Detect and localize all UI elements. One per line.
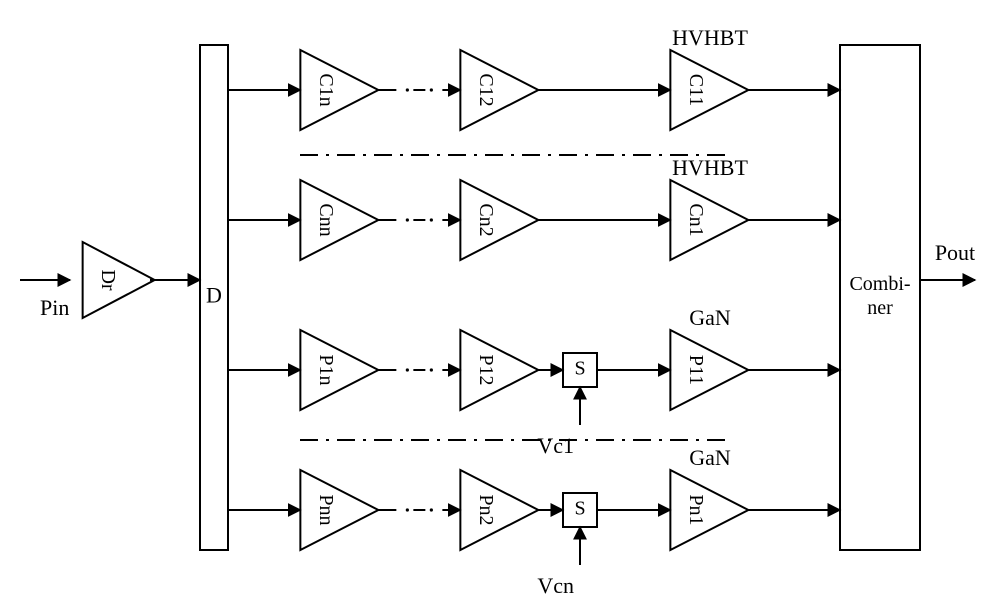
svg-text:C1n: C1n bbox=[315, 73, 337, 106]
svg-text:D: D bbox=[206, 283, 222, 308]
svg-text:HVHBT: HVHBT bbox=[672, 155, 748, 180]
svg-text:Pnn: Pnn bbox=[315, 494, 337, 525]
svg-text:Vc1: Vc1 bbox=[537, 433, 574, 458]
amplifier-block-diagram: Pin Dr D Combi-ner Pout C1n C12 C11 HVHBT Cnn Cn2 C… bbox=[0, 0, 1000, 600]
svg-text:C12: C12 bbox=[475, 73, 497, 106]
svg-text:GaN: GaN bbox=[689, 445, 731, 470]
svg-text:HVHBT: HVHBT bbox=[672, 25, 748, 50]
svg-text:Combi-: Combi- bbox=[849, 273, 910, 295]
svg-text:S: S bbox=[574, 498, 585, 520]
svg-text:S: S bbox=[574, 358, 585, 380]
svg-text:Cnn: Cnn bbox=[315, 203, 337, 236]
svg-text:Pn2: Pn2 bbox=[475, 494, 497, 525]
svg-text:Pin: Pin bbox=[40, 295, 69, 320]
svg-text:P1n: P1n bbox=[315, 354, 337, 385]
svg-text:P12: P12 bbox=[475, 354, 497, 385]
svg-text:Cn2: Cn2 bbox=[475, 203, 497, 236]
svg-text:GaN: GaN bbox=[689, 305, 731, 330]
svg-text:Pout: Pout bbox=[935, 240, 975, 265]
svg-text:C11: C11 bbox=[685, 74, 707, 107]
svg-text:Cn1: Cn1 bbox=[685, 203, 707, 236]
svg-text:P11: P11 bbox=[685, 355, 707, 385]
svg-text:Vcn: Vcn bbox=[537, 573, 574, 598]
svg-text:ner: ner bbox=[867, 297, 893, 319]
svg-text:Dr: Dr bbox=[97, 269, 119, 290]
svg-text:Pn1: Pn1 bbox=[685, 494, 707, 525]
